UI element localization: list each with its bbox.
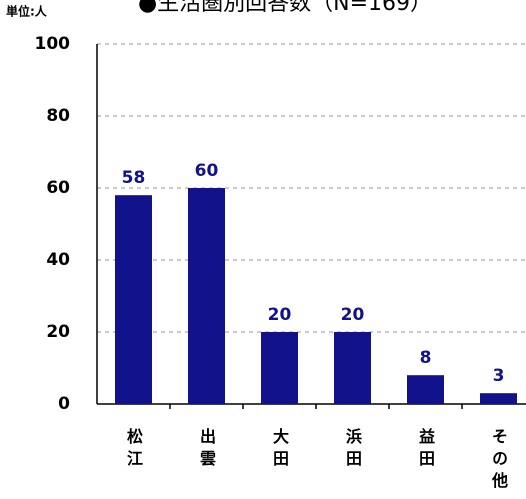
value-label: 60 (195, 161, 219, 181)
x-tick-label: 松江 (124, 427, 143, 472)
bar (261, 332, 298, 404)
bar (334, 332, 371, 404)
x-tick-label: その他 (489, 428, 509, 494)
x-tick-label: 浜田 (343, 427, 362, 472)
y-tick-label: 40 (46, 250, 70, 270)
unit-label: 単位:人 (6, 4, 48, 19)
y-tick-label: 0 (58, 394, 70, 414)
value-label: 58 (122, 168, 146, 188)
value-label: 3 (493, 366, 505, 386)
value-label: 8 (420, 348, 432, 368)
x-tick-label: 益田 (416, 427, 435, 472)
y-tick-label: 20 (46, 322, 70, 342)
x-tick-label: 出雲 (197, 427, 216, 472)
bar (480, 393, 517, 404)
x-tick-label: 大田 (270, 427, 289, 472)
chart-title: ●生活圏別回答数（N=169） (138, 0, 432, 16)
value-label: 20 (268, 305, 292, 325)
bar (188, 188, 225, 404)
y-tick-label: 80 (46, 106, 70, 126)
bar (407, 375, 444, 404)
y-tick-label: 60 (46, 178, 70, 198)
bar (115, 195, 152, 404)
value-label: 20 (341, 305, 365, 325)
y-tick-label: 100 (35, 34, 71, 54)
